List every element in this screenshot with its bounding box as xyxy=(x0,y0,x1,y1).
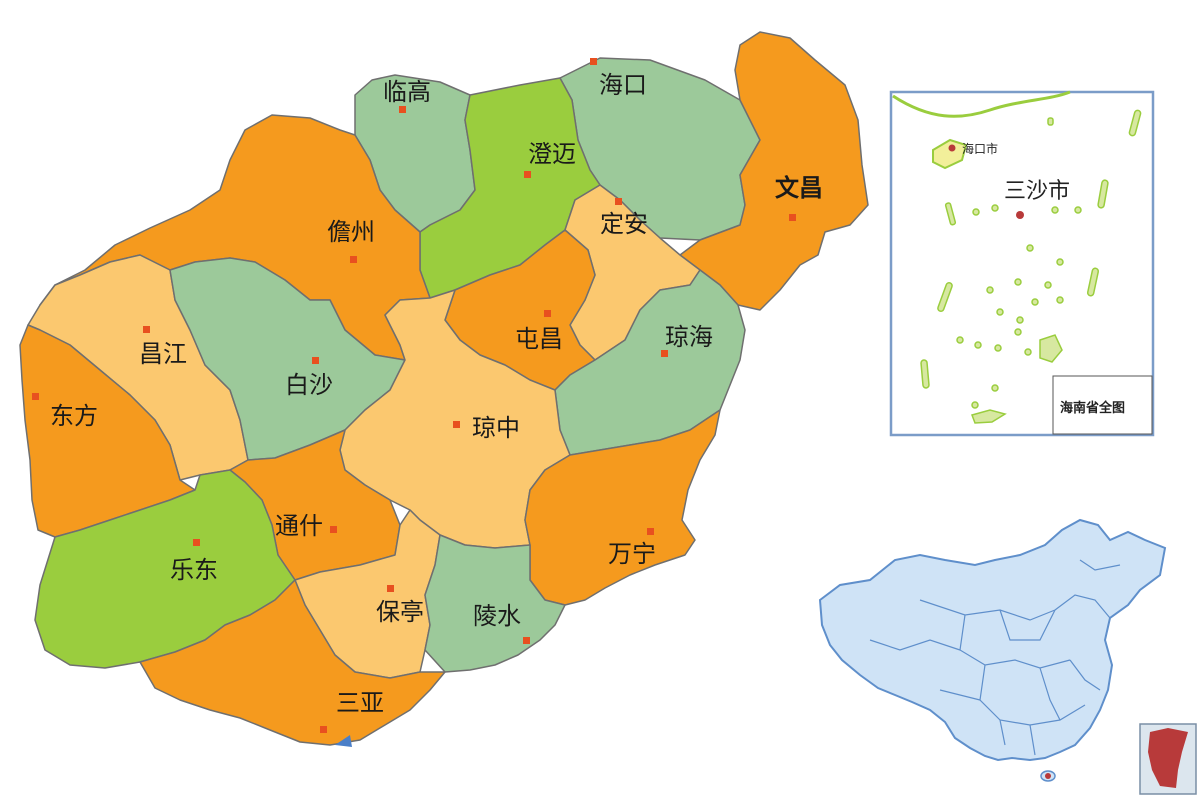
region-sanya[interactable] xyxy=(139,579,446,746)
sansha-caption-box xyxy=(1052,375,1153,435)
region-labels: 临高 海口 澄迈 文昌 儋州 定安 昌江 白沙 屯昌 琼海 东方 琼中 通什 万… xyxy=(50,71,823,717)
sansha-coastline xyxy=(892,90,1071,118)
sansha-islands xyxy=(920,109,1142,424)
sansha-inset: 海口市 三沙市 xyxy=(889,90,1155,437)
sansha-haikou-dot xyxy=(948,144,956,152)
label-dongfang: 东方 xyxy=(50,402,98,430)
china-hainan-marker xyxy=(1045,773,1051,779)
label-qionghai: 琼海 xyxy=(665,323,713,351)
label-lingao: 临高 xyxy=(383,78,431,106)
label-wanning: 万宁 xyxy=(608,540,656,568)
label-qiongzhong: 琼中 xyxy=(472,414,520,442)
sansha-city-dot xyxy=(1016,211,1024,219)
sansha-haikou-label: 海口市 xyxy=(962,141,998,156)
label-lingshui: 陵水 xyxy=(473,602,521,630)
city-dot-sanya xyxy=(320,726,327,733)
label-tunchang: 屯昌 xyxy=(515,325,563,353)
city-dot-baisha xyxy=(312,357,319,364)
city-dot-lingao xyxy=(399,106,406,113)
sansha-title: 三沙市 xyxy=(1004,179,1070,204)
label-haikou: 海口 xyxy=(599,71,647,99)
city-dot-tongshi xyxy=(330,526,337,533)
china-overview-inset xyxy=(818,518,1197,795)
city-dot-chengmai xyxy=(524,171,531,178)
city-dot-changjiang xyxy=(143,326,150,333)
south-china-sea-highlight xyxy=(1148,728,1188,788)
city-dot-ledong xyxy=(193,539,200,546)
label-sanya: 三亚 xyxy=(336,689,384,717)
main-island xyxy=(19,31,869,747)
city-dot-wanning xyxy=(647,528,654,535)
label-baoting: 保亭 xyxy=(376,598,424,626)
city-dot-qionghai xyxy=(661,350,668,357)
sansha-caption: 海南省全图 xyxy=(1060,400,1125,416)
label-changjiang: 昌江 xyxy=(139,340,187,368)
label-baisha: 白沙 xyxy=(285,371,333,399)
city-dot-tunchang xyxy=(544,310,551,317)
label-wenchang: 文昌 xyxy=(775,174,823,202)
city-dots xyxy=(32,58,796,733)
label-chengmai: 澄迈 xyxy=(528,140,576,168)
city-dot-lingshui xyxy=(523,637,530,644)
region-wenchang[interactable] xyxy=(679,31,869,311)
city-dot-dongfang xyxy=(32,393,39,400)
label-danzhou: 儋州 xyxy=(327,218,375,246)
city-dot-baoting xyxy=(387,585,394,592)
china-outline[interactable] xyxy=(818,518,1167,762)
sansha-hainan-island xyxy=(932,138,968,170)
label-ledong: 乐东 xyxy=(170,556,218,584)
city-dot-qiongzhong xyxy=(453,421,460,428)
sanya-water-mark xyxy=(335,735,352,747)
city-dot-dingan xyxy=(615,198,622,205)
label-dingan: 定安 xyxy=(600,210,648,238)
city-dot-wenchang xyxy=(789,214,796,221)
label-tongshi: 通什 xyxy=(275,512,323,540)
china-province-lines xyxy=(869,559,1121,756)
city-dot-danzhou xyxy=(350,256,357,263)
city-dot-haikou xyxy=(590,58,597,65)
